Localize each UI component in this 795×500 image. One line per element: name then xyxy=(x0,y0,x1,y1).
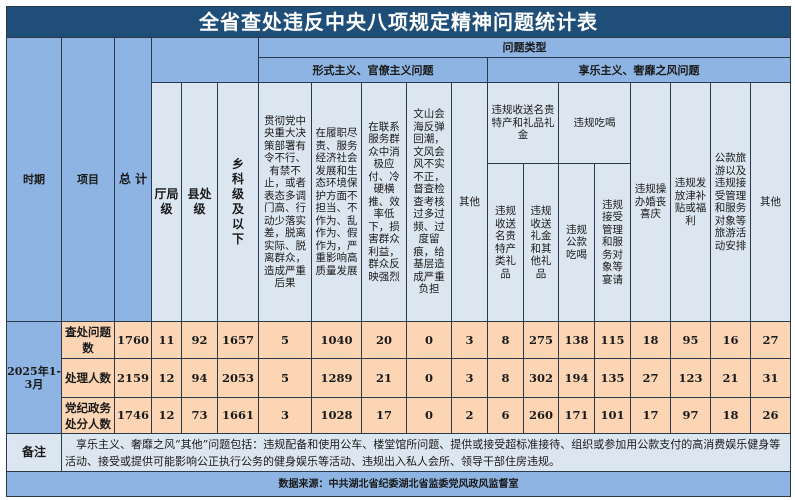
data-cell: 73 xyxy=(181,397,218,434)
data-cell: 1661 xyxy=(217,397,259,434)
data-cell: 21 xyxy=(710,358,751,398)
header-formalism-col: 在联系服务群众中消极应付、冷硬横推、效率低下，损害群众利益，群众反映强烈 xyxy=(361,82,407,322)
data-cell: 2159 xyxy=(114,358,152,398)
data-cell: 8 xyxy=(487,358,524,398)
header-hedonism-col: 违规发放津补贴或福利 xyxy=(670,82,711,322)
header-problem-type: 问题类型 xyxy=(257,37,792,58)
data-cell: 3 xyxy=(451,321,488,359)
header-hedonism: 享乐主义、奢靡之风问题 xyxy=(486,57,792,83)
data-source: 数据来源：中共湖北省纪委湖北省监委党风政风监督室 xyxy=(5,471,792,497)
data-cell: 18 xyxy=(710,397,751,434)
note-label: 备注 xyxy=(6,433,62,472)
data-cell: 12 xyxy=(151,358,182,398)
data-cell: 171 xyxy=(558,397,595,434)
header-formalism-col: 在履职尽责、服务经济社会发展和生态环境保护方面不担当、不作为、乱作为、假作为，严… xyxy=(311,82,362,322)
data-cell: 20 xyxy=(361,321,407,359)
header-total: 总 计 xyxy=(114,37,152,322)
row-item-label: 处理人数 xyxy=(61,358,115,398)
data-cell: 101 xyxy=(594,397,631,434)
data-cell: 1040 xyxy=(311,321,362,359)
header-hedonism-col: 公款旅游以及违规接受管理和服务对象等旅游活动安排 xyxy=(710,82,751,322)
data-cell: 2053 xyxy=(217,358,259,398)
data-cell: 123 xyxy=(670,358,711,398)
data-cell: 5 xyxy=(258,358,312,398)
row-item-label: 查处问题数 xyxy=(61,321,115,359)
data-cell: 27 xyxy=(749,321,792,359)
note-text: 享乐主义、奢靡之风“其他”问题包括：违规配备和使用公车、楼堂馆所问题、提供或接受… xyxy=(60,433,792,472)
data-cell: 302 xyxy=(523,358,559,398)
data-cell: 8 xyxy=(487,321,524,359)
header-gifts-group: 违规收送名贵特产和礼品礼金 xyxy=(487,82,559,164)
period-cell: 2025年1-3月 xyxy=(6,321,62,434)
data-cell: 1289 xyxy=(311,358,362,398)
data-cell: 21 xyxy=(361,358,407,398)
data-cell: 0 xyxy=(406,321,452,359)
data-cell: 95 xyxy=(670,321,711,359)
table-title: 全省查处违反中央八项规定精神问题统计表 xyxy=(5,6,792,38)
data-cell: 194 xyxy=(558,358,595,398)
header-period: 时期 xyxy=(6,37,62,322)
data-cell: 97 xyxy=(670,397,711,434)
header-formalism-other: 其他 xyxy=(451,82,488,322)
header-hedonism-col: 违规操办婚丧喜庆 xyxy=(630,82,671,322)
data-cell: 138 xyxy=(558,321,595,359)
data-cell: 18 xyxy=(630,321,671,359)
statistics-table: 全省查处违反中央八项规定精神问题统计表 时期 项目 总 计 问题类型 形式主义、… xyxy=(5,6,792,497)
header-level-township: 乡科级及以下 xyxy=(217,82,259,322)
data-cell: 275 xyxy=(523,321,559,359)
data-cell: 11 xyxy=(151,321,182,359)
table-row: 2025年1-3月 查处问题数 1760 11 92 1657 5 1040 20 0 3 8 275 1… xyxy=(6,321,792,434)
data-cell: 94 xyxy=(181,358,218,398)
data-cell: 135 xyxy=(594,358,631,398)
data-cell: 1746 xyxy=(114,397,152,434)
data-cell: 17 xyxy=(361,397,407,434)
data-cell: 1760 xyxy=(114,321,152,359)
header-blank xyxy=(151,37,259,83)
header-hedonism-other: 其他 xyxy=(749,82,792,322)
data-cell: 12 xyxy=(151,397,182,434)
header-formalism-col: 贯彻党中央重大决策部署有令不行、有禁不止，或者表态多调门高、行动少落实差，脱离实… xyxy=(258,82,312,322)
data-cell: 31 xyxy=(749,358,792,398)
data-cell: 3 xyxy=(451,358,488,398)
data-cell: 17 xyxy=(630,397,671,434)
data-cell: 2 xyxy=(451,397,488,434)
header-level-county: 县处级 xyxy=(181,82,218,322)
table-row: 处理人数 2159 12 94 2053 5 1289 21 0 3 8 302 194 135 27 123… xyxy=(7,358,792,398)
header-dining-group: 违规吃喝 xyxy=(558,82,631,164)
data-cell: 1028 xyxy=(311,397,362,434)
header-formalism-col: 文山会海反弹回潮，文风会风不实不正，督查检查考核过多过频、过度留痕，给基层造成严… xyxy=(406,82,452,322)
data-cell: 27 xyxy=(630,358,671,398)
data-cell: 115 xyxy=(594,321,631,359)
data-cell: 16 xyxy=(710,321,751,359)
data-cell: 0 xyxy=(406,358,452,398)
header-level-bureau: 厅局级 xyxy=(151,82,182,322)
data-cell: 92 xyxy=(181,321,218,359)
data-cell: 6 xyxy=(487,397,524,434)
data-cell: 3 xyxy=(258,397,312,434)
row-item-label: 党纪政务处分人数 xyxy=(61,397,115,434)
data-cell: 26 xyxy=(749,397,792,434)
table-row: 党纪政务处分人数 1746 12 73 1661 3 1028 17 0 2 6 260 171 101 1… xyxy=(7,397,792,434)
header-dining-col: 违规接受管理和服务对象等宴请 xyxy=(594,163,631,322)
data-cell: 0 xyxy=(406,397,452,434)
header-dining-col: 违规公款吃喝 xyxy=(558,163,595,322)
header-formalism: 形式主义、官僚主义问题 xyxy=(258,57,488,83)
data-cell: 1657 xyxy=(217,321,259,359)
header-gifts-col: 违规收送名贵特产类礼品 xyxy=(487,163,524,322)
data-cell: 5 xyxy=(258,321,312,359)
data-cell: 260 xyxy=(523,397,559,434)
header-gifts-col: 违规收送礼金和其他礼品 xyxy=(523,163,559,322)
header-item: 项目 xyxy=(61,37,115,322)
